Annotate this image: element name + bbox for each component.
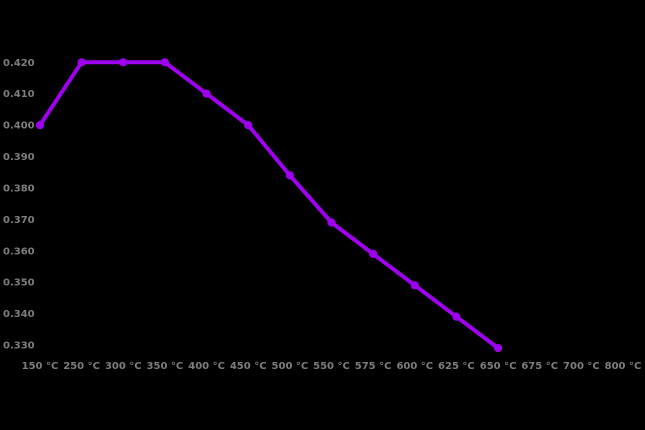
y-tick-label: 0.410 xyxy=(3,89,35,100)
data-point-marker xyxy=(285,171,294,180)
x-tick-label: 575 °C xyxy=(355,361,392,372)
x-tick-label: 800 °C xyxy=(605,361,642,372)
x-tick-label: 625 °C xyxy=(438,361,475,372)
y-tick-label: 0.360 xyxy=(3,246,35,257)
y-tick-label: 0.400 xyxy=(3,121,35,132)
data-point-marker xyxy=(244,120,253,130)
x-tick-label: 675 °C xyxy=(521,361,558,372)
y-tick-label: 0.350 xyxy=(3,278,35,289)
y-axis-tick-labels: 0.330 0.340 0.350 0.360 0.370 0.380 0.390 0.400… xyxy=(3,58,35,352)
x-tick-label: 650 °C xyxy=(480,361,517,372)
data-point-marker xyxy=(119,58,128,67)
data-point-marker xyxy=(327,218,336,227)
x-tick-label: 250 °C xyxy=(63,361,100,372)
data-point-marker xyxy=(202,89,211,98)
y-tick-label: 0.340 xyxy=(3,309,35,320)
series-line xyxy=(38,60,501,351)
data-point-marker xyxy=(77,58,86,67)
x-tick-label: 350 °C xyxy=(147,361,184,372)
x-axis-tick-labels: 150 °C 250 °C 300 °C 350 °C 400 °C 450 °C 500 … xyxy=(22,361,642,372)
y-tick-label: 0.370 xyxy=(3,215,35,226)
x-tick-label: 550 °C xyxy=(313,361,350,372)
data-point-marker xyxy=(35,120,45,130)
data-point-marker xyxy=(410,281,419,290)
y-tick-label: 0.380 xyxy=(3,183,35,194)
data-point-marker xyxy=(369,249,378,258)
x-tick-label: 150 °C xyxy=(22,361,59,372)
x-tick-label: 450 °C xyxy=(230,361,267,372)
x-tick-label: 500 °C xyxy=(272,361,309,372)
x-tick-label: 300 °C xyxy=(105,361,142,372)
series xyxy=(35,58,503,353)
data-point-marker xyxy=(452,312,461,321)
data-point-marker xyxy=(160,58,169,67)
data-point-marker xyxy=(494,344,503,353)
y-tick-label: 0.330 xyxy=(3,341,35,352)
x-tick-label: 400 °C xyxy=(188,361,225,372)
x-tick-label: 700 °C xyxy=(563,361,600,372)
x-tick-label: 600 °C xyxy=(396,361,433,372)
y-tick-label: 0.420 xyxy=(3,58,35,69)
y-tick-label: 0.390 xyxy=(3,152,35,163)
